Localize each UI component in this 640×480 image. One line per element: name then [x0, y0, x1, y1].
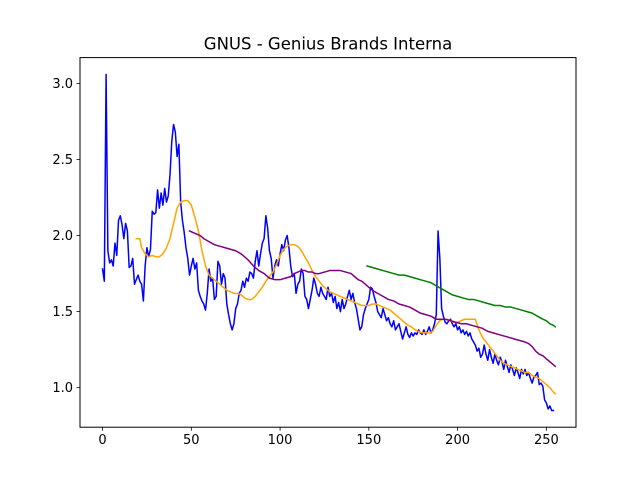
x-tick-label: 200 — [445, 433, 470, 448]
plot-layer — [101, 73, 557, 412]
plot-frame — [79, 57, 577, 428]
x-tick-label: 150 — [356, 433, 381, 448]
chart-title: GNUS - Genius Brands Interna — [204, 35, 452, 54]
series-line-3 — [188, 230, 557, 368]
y-tick-label: 1.0 — [52, 381, 73, 396]
y-axis: 1.0 1.5 2.0 2.5 3.0 — [52, 77, 80, 396]
y-tick-label: 2.0 — [52, 229, 73, 244]
series-line-1 — [101, 73, 555, 412]
x-tick-label: 100 — [268, 433, 293, 448]
y-tick-label: 2.5 — [52, 153, 73, 168]
y-tick-label: 1.5 — [52, 305, 73, 320]
x-tick-label: 0 — [98, 433, 106, 448]
y-tick-label: 3.0 — [52, 77, 73, 92]
x-axis: 0 50 100 150 200 250 — [98, 427, 559, 448]
x-tick-label: 250 — [534, 433, 559, 448]
series-line-4 — [366, 265, 557, 328]
x-tick-label: 50 — [183, 433, 200, 448]
series-line-2 — [135, 199, 557, 395]
